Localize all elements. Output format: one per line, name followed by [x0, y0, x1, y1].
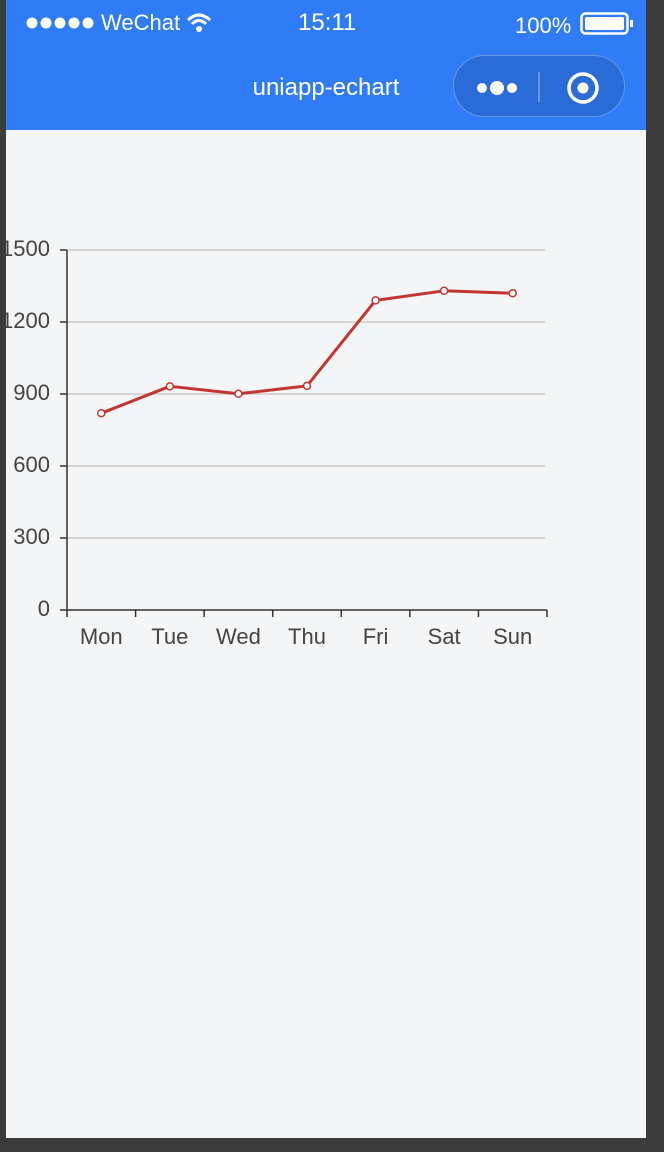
x-tick-label: Wed	[216, 624, 261, 649]
battery-icon	[580, 12, 633, 35]
wifi-icon	[186, 13, 212, 32]
capsule-icons	[477, 72, 599, 104]
y-tick-label: 900	[13, 380, 50, 405]
point	[508, 288, 517, 298]
header: WeChat 15:11 100% uniapp-echart	[6, 0, 646, 130]
chart: 0 300 600 900 1200 1500 Mon Tue Wed Thu Fri Sat Sun	[6, 236, 548, 649]
close-button[interactable]	[567, 72, 599, 104]
y-tick-label: 300	[13, 524, 50, 549]
more-button[interactable]	[477, 83, 487, 93]
x-tick-label: Tue	[151, 624, 188, 649]
signal-icon	[26, 17, 94, 29]
capsule	[453, 55, 625, 117]
point	[234, 389, 243, 399]
point	[165, 382, 175, 391]
x-tick-label: Mon	[80, 624, 123, 649]
x-tick-label: Sun	[493, 624, 532, 649]
y-tick-label: 1500	[6, 236, 50, 261]
time: 15:11	[298, 9, 357, 36]
phone-screen: WeChat 15:11 100% uniapp-echart 0 300 600 9…	[6, 0, 646, 1138]
point	[371, 296, 380, 305]
x-tick-label: Fri	[363, 624, 389, 649]
y-tick-label: 1200	[6, 308, 50, 333]
x-tick-label: Thu	[288, 624, 326, 649]
battery-text: 100%	[515, 13, 572, 38]
point	[97, 408, 106, 418]
x-tick-label: Sat	[428, 624, 461, 649]
y-tick-label: 0	[38, 596, 50, 621]
carrier: WeChat	[101, 10, 181, 35]
nav-title: uniapp-echart	[252, 74, 400, 101]
y-tick-label: 600	[13, 452, 50, 477]
point	[302, 381, 312, 391]
line	[100, 289, 513, 415]
point	[439, 286, 449, 296]
